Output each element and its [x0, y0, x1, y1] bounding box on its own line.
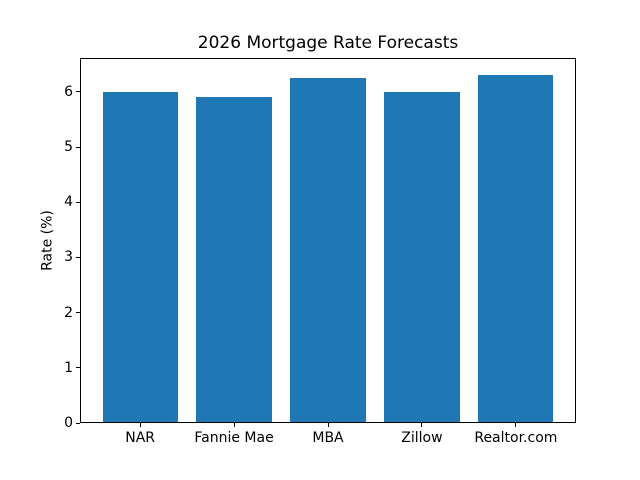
bar	[290, 78, 366, 422]
y-tick-mark	[76, 422, 80, 424]
y-tick-label: 3	[64, 249, 73, 266]
x-tick-label: MBA	[312, 430, 344, 446]
bar	[196, 97, 272, 422]
y-tick-label: 4	[64, 194, 73, 211]
y-tick-mark	[76, 256, 80, 258]
bar	[102, 91, 178, 422]
y-tick-mark	[76, 312, 80, 314]
x-tick-mark	[327, 423, 329, 427]
y-tick-label: 6	[64, 83, 73, 100]
y-tick-mark	[76, 201, 80, 203]
y-tick-label: 5	[64, 139, 73, 156]
y-tick-mark	[76, 367, 80, 369]
x-tick-mark	[515, 423, 517, 427]
bar	[384, 91, 460, 422]
x-tick-label: Fannie Mae	[194, 430, 274, 446]
x-tick-label: Zillow	[401, 430, 443, 446]
x-tick-label: Realtor.com	[474, 430, 558, 446]
x-tick-mark	[139, 423, 141, 427]
y-tick-label: 1	[64, 359, 73, 376]
bar	[478, 75, 554, 422]
y-tick-label: 0	[64, 415, 73, 431]
y-tick-mark	[76, 91, 80, 93]
y-tick-label: 2	[64, 304, 73, 321]
y-tick-mark	[76, 146, 80, 148]
x-tick-mark	[421, 423, 423, 427]
chart-title: 2026 Mortgage Rate Forecasts	[197, 33, 459, 53]
x-tick-label: NAR	[125, 430, 155, 446]
x-tick-mark	[233, 423, 235, 427]
